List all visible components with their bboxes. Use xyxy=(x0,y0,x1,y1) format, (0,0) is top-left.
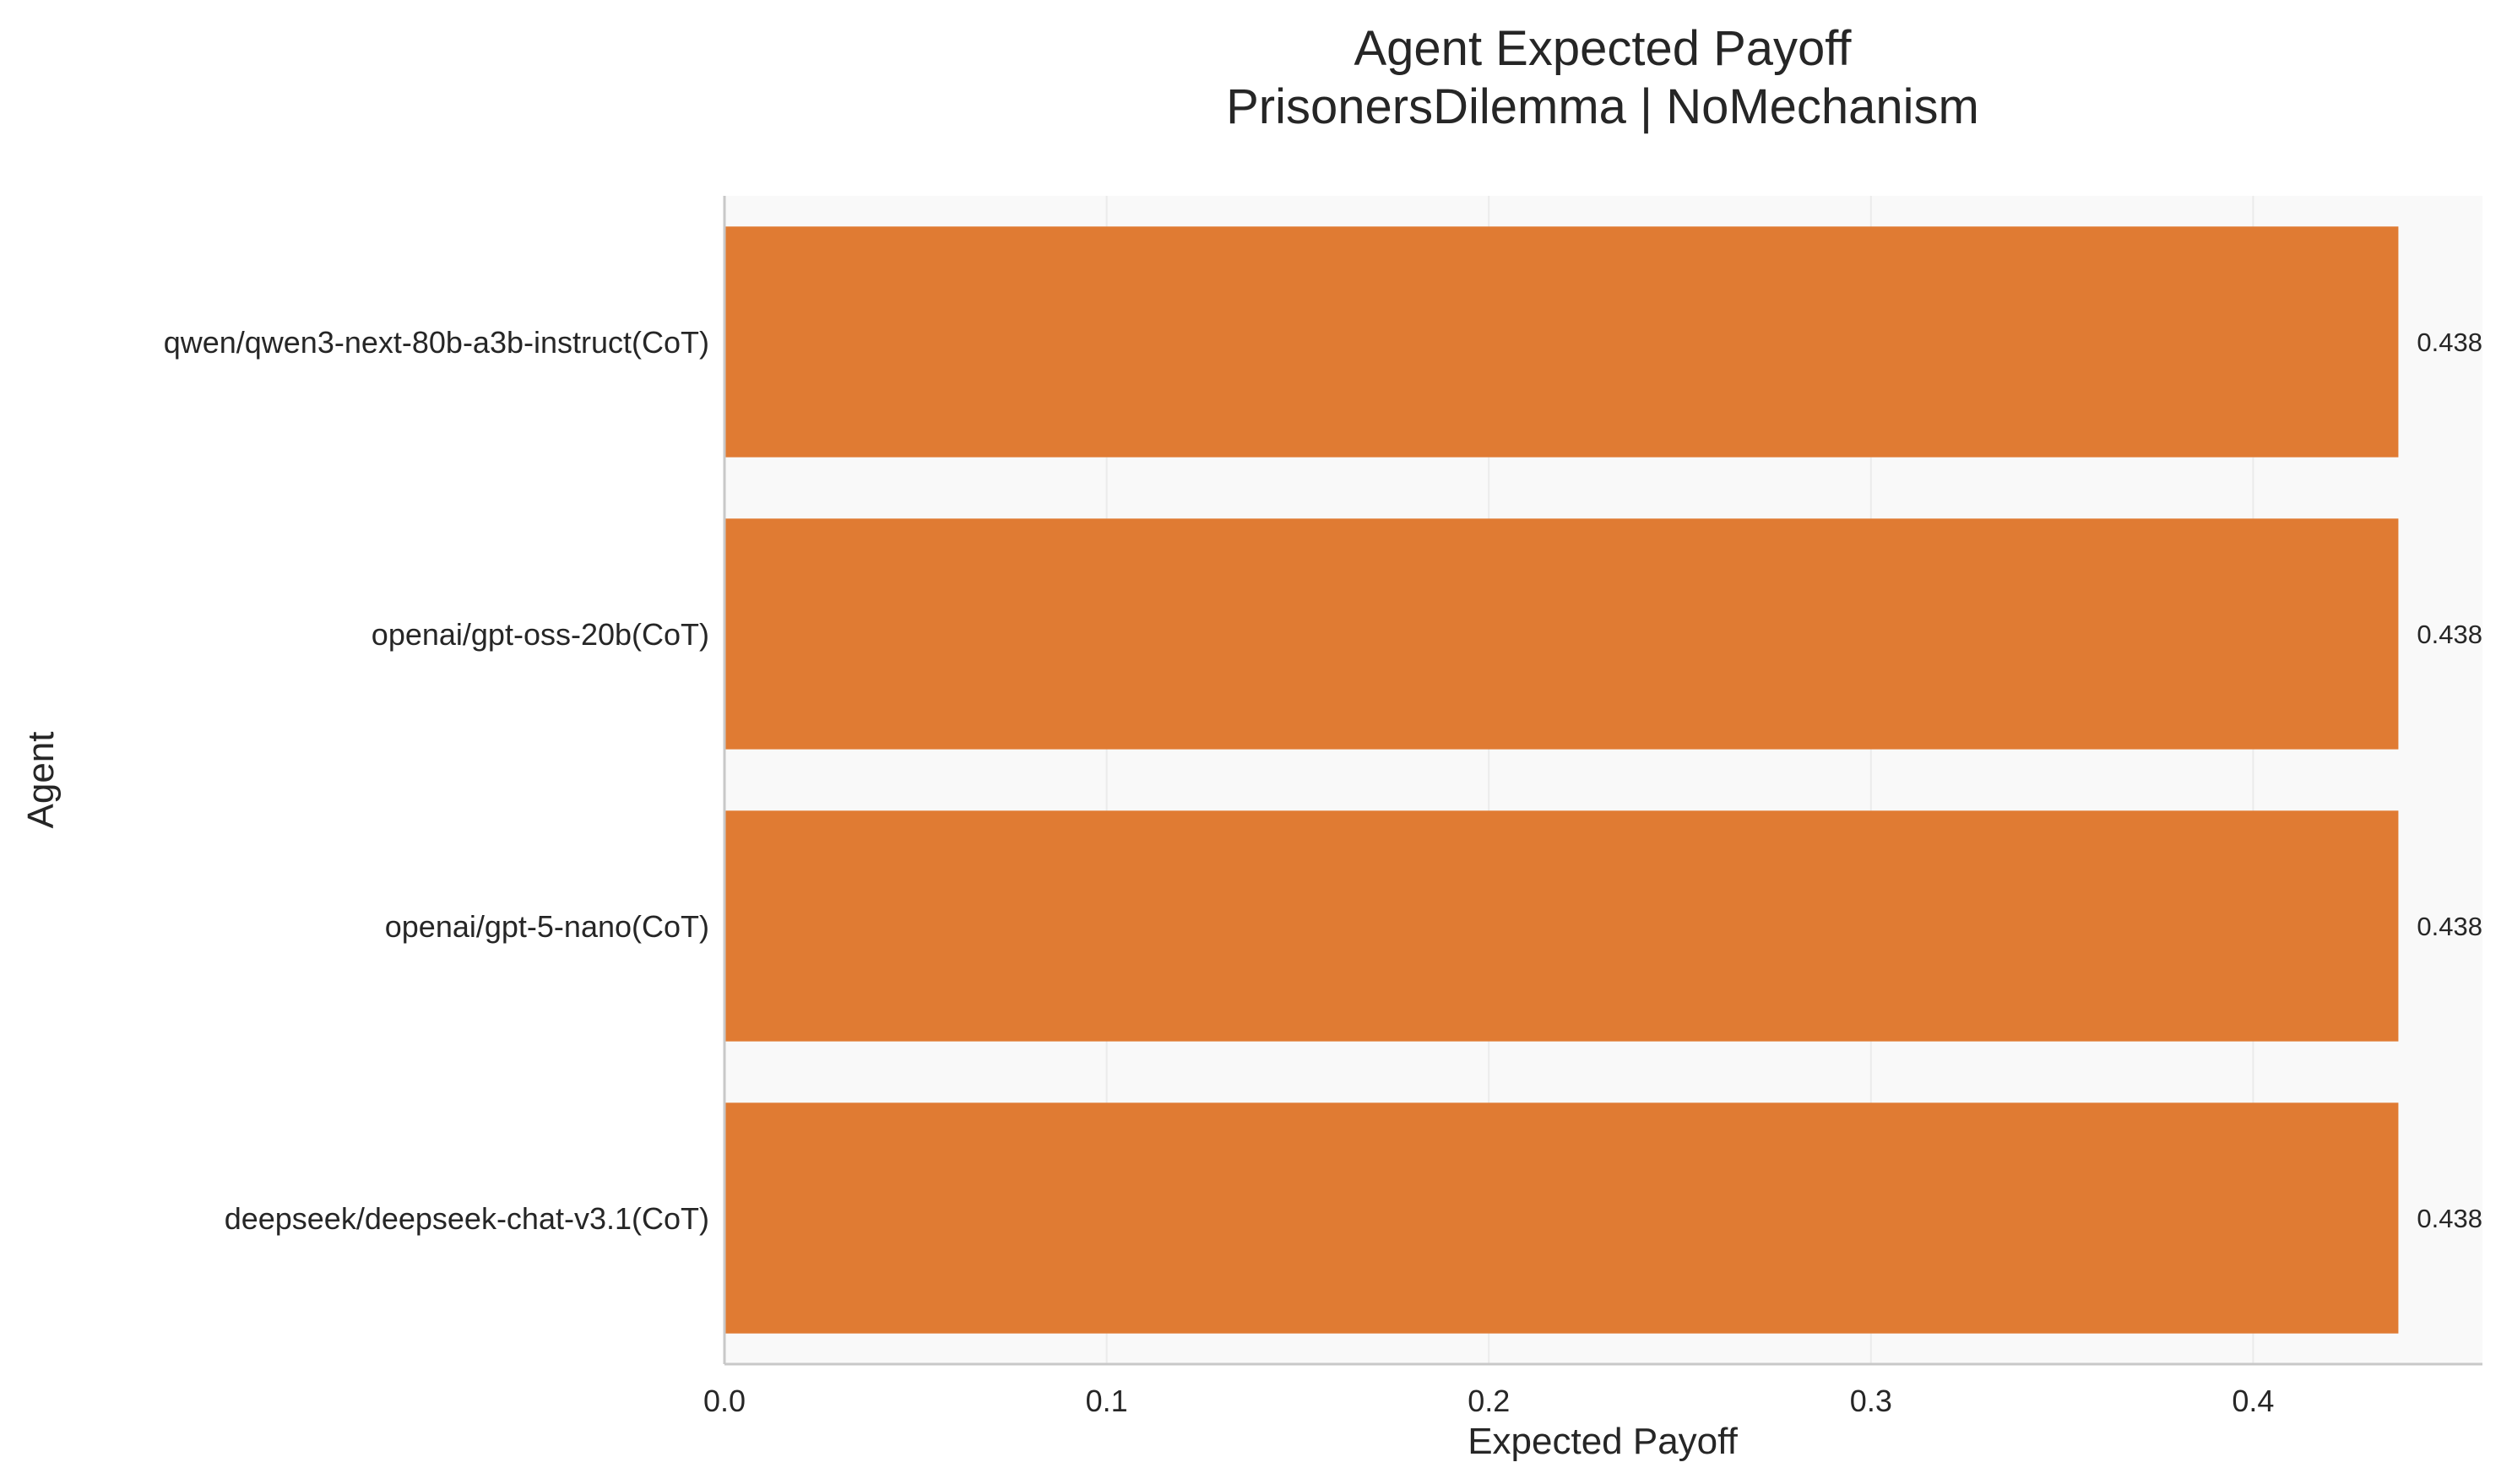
y-axis-label: Agent xyxy=(20,732,62,829)
bars xyxy=(724,226,2399,1334)
bar xyxy=(724,1102,2399,1334)
chart-title-group: Agent Expected Payoff PrisonersDilemma |… xyxy=(1226,21,1979,134)
x-tick-label: 0.0 xyxy=(703,1384,746,1418)
axes xyxy=(723,196,2482,1366)
y-tick-label: openai/gpt-5-nano(CoT) xyxy=(385,909,709,944)
x-tick-label: 0.3 xyxy=(1850,1384,1892,1418)
x-tick-labels: 0.0 0.1 0.2 0.3 0.4 xyxy=(703,1384,2274,1418)
x-tick-label: 0.4 xyxy=(2232,1384,2274,1418)
bar-value-label: 0.438 xyxy=(2417,912,2482,941)
x-tick-label: 0.2 xyxy=(1468,1384,1510,1418)
x-axis-label: Expected Payoff xyxy=(1468,1421,1738,1462)
bar xyxy=(724,810,2399,1042)
bar-value-label: 0.438 xyxy=(2417,620,2482,649)
chart-title: Agent Expected Payoff xyxy=(1354,21,1852,76)
bar-value-label: 0.438 xyxy=(2417,328,2482,357)
bar xyxy=(724,226,2399,458)
y-tick-labels: qwen/qwen3-next-80b-a3b-instruct(CoT) ope… xyxy=(164,325,709,1236)
value-labels: 0.438 0.438 0.438 0.438 xyxy=(2417,328,2482,1233)
y-tick-label: deepseek/deepseek-chat-v3.1(CoT) xyxy=(225,1201,709,1236)
y-tick-label: openai/gpt-oss-20b(CoT) xyxy=(372,617,709,652)
y-tick-label: qwen/qwen3-next-80b-a3b-instruct(CoT) xyxy=(164,325,709,360)
x-tick-label: 0.1 xyxy=(1086,1384,1128,1418)
bar-value-label: 0.438 xyxy=(2417,1204,2482,1233)
chart-subtitle: PrisonersDilemma | NoMechanism xyxy=(1226,79,1979,134)
bar xyxy=(724,518,2399,750)
